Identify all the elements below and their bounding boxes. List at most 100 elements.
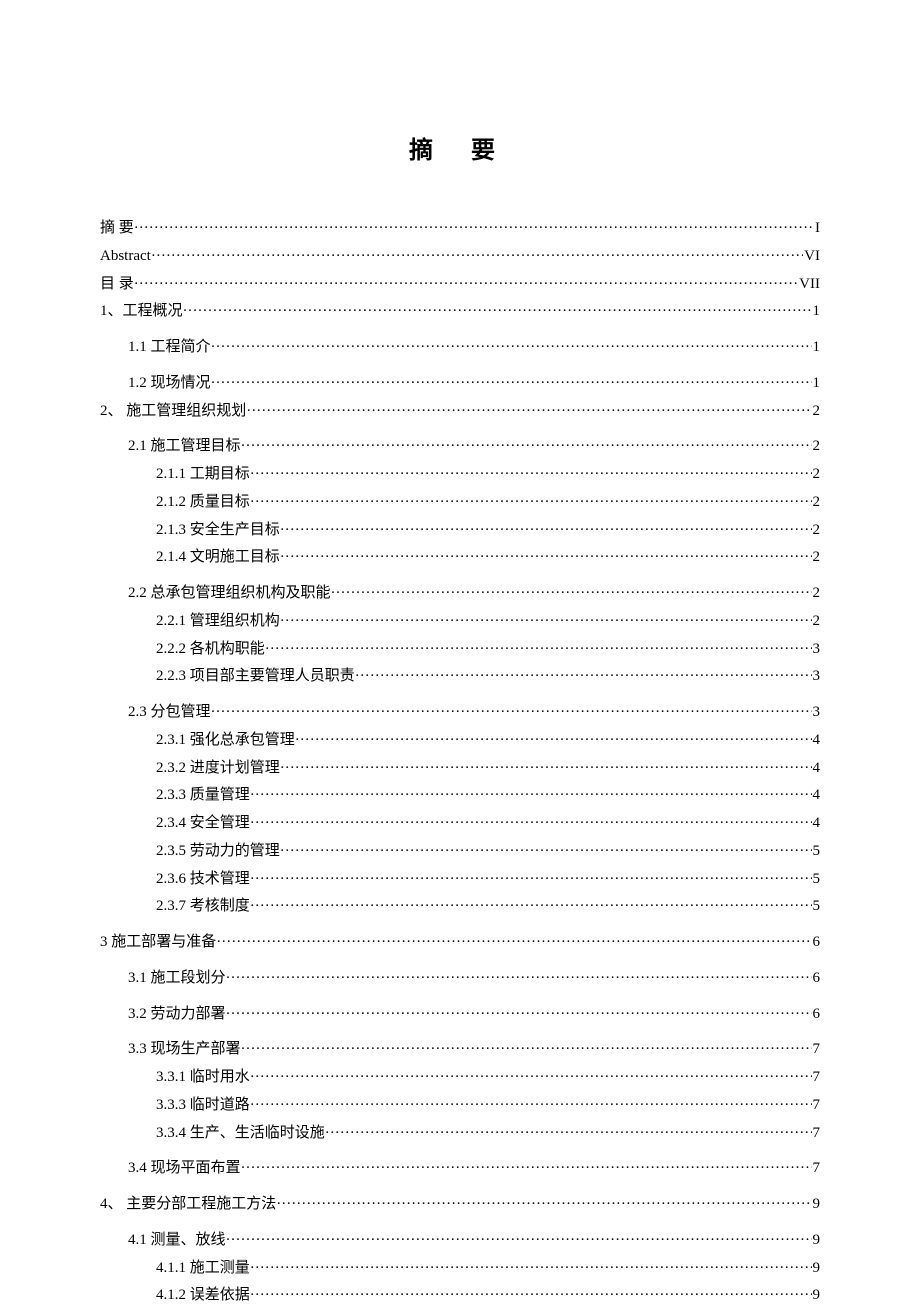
toc-entry: 1.1 工程简介 1 bbox=[100, 334, 820, 362]
toc-entry-label: 3 施工部署与准备 bbox=[100, 929, 216, 957]
toc-entry: 4.1.2 误差依据9 bbox=[100, 1282, 820, 1310]
toc-entry-label: 2、 施工管理组织规划 bbox=[100, 398, 246, 426]
toc-entry: 2、 施工管理组织规划 2 bbox=[100, 398, 820, 426]
toc-entry-page: 4 bbox=[812, 810, 821, 838]
toc-leader-dots bbox=[280, 838, 812, 866]
toc-entry-label: 2.2.1 管理组织机构 bbox=[156, 608, 280, 636]
toc-entry-label: 1.2 现场情况 bbox=[128, 370, 211, 398]
toc-entry-label: 1、工程概况 bbox=[100, 298, 183, 326]
toc-entry-label: 3.1 施工段划分 bbox=[128, 965, 226, 993]
toc-entry-label: 摘 要 bbox=[100, 215, 134, 243]
toc-entry-label: 3.2 劳动力部署 bbox=[128, 1001, 226, 1029]
toc-entry-label: 2.2 总承包管理组织机构及职能 bbox=[128, 580, 331, 608]
toc-entry-label: 3.3.4 生产、生活临时设施 bbox=[156, 1120, 325, 1148]
toc-leader-dots bbox=[226, 965, 812, 993]
toc-leader-dots bbox=[250, 1282, 812, 1310]
toc-entry-page: 7 bbox=[812, 1155, 821, 1183]
toc-entry-page: 9 bbox=[812, 1227, 821, 1255]
toc-leader-dots bbox=[355, 663, 812, 691]
toc-entry: 4、 主要分部工程施工方法 9 bbox=[100, 1191, 820, 1219]
toc-entry-page: 2 bbox=[812, 517, 821, 545]
toc-leader-dots bbox=[331, 580, 812, 608]
toc-leader-dots bbox=[250, 1092, 812, 1120]
toc-leader-dots bbox=[183, 298, 812, 326]
toc-entry-label: 2.3.2 进度计划管理 bbox=[156, 755, 280, 783]
toc-entry-page: 5 bbox=[812, 866, 821, 894]
toc-entry-page: 9 bbox=[812, 1191, 821, 1219]
toc-leader-dots bbox=[246, 398, 811, 426]
toc-entry-page: 6 bbox=[812, 929, 821, 957]
toc-entry-page: 1 bbox=[812, 298, 821, 326]
toc-entry-label: 2.1.3 安全生产目标 bbox=[156, 517, 280, 545]
toc-entry-label: 2.3.5 劳动力的管理 bbox=[156, 838, 280, 866]
toc-leader-dots bbox=[250, 1064, 812, 1092]
toc-entry: 2.1.3 安全生产目标 2 bbox=[100, 517, 820, 545]
toc-entry: 3.1 施工段划分 6 bbox=[100, 965, 820, 993]
toc-leader-dots bbox=[250, 782, 812, 810]
toc-entry-label: 2.3.4 安全管理 bbox=[156, 810, 250, 838]
toc-entry-label: 3.3.1 临时用水 bbox=[156, 1064, 250, 1092]
toc-entry-page: 3 bbox=[812, 663, 821, 691]
toc-entry-page: 2 bbox=[812, 461, 821, 489]
toc-entry-page: 6 bbox=[812, 965, 821, 993]
toc-entry-label: 2.1.4 文明施工目标 bbox=[156, 544, 280, 572]
toc-entry: 1、工程概况 1 bbox=[100, 298, 820, 326]
toc-entry: 4.1 测量、放线9 bbox=[100, 1227, 820, 1255]
toc-leader-dots bbox=[151, 243, 803, 271]
toc-leader-dots bbox=[280, 608, 812, 636]
toc-entry-page: 3 bbox=[812, 699, 821, 727]
page-title: 摘 要 bbox=[100, 130, 820, 165]
toc-entry-page: VII bbox=[798, 271, 820, 299]
toc-entry-page: 2 bbox=[812, 580, 821, 608]
toc-leader-dots bbox=[250, 810, 812, 838]
toc-entry-label: 2.3 分包管理 bbox=[128, 699, 211, 727]
toc-entry-label: 4.1.1 施工测量 bbox=[156, 1255, 250, 1283]
toc-entry-label: 4、 主要分部工程施工方法 bbox=[100, 1191, 276, 1219]
toc-entry-label: 2.2.2 各机构职能 bbox=[156, 636, 265, 664]
toc-leader-dots bbox=[250, 1255, 812, 1283]
toc-entry-label: 1.1 工程简介 bbox=[128, 334, 211, 362]
toc-entry: 3.2 劳动力部署 6 bbox=[100, 1001, 820, 1029]
toc-entry: 2.3.1 强化总承包管理4 bbox=[100, 727, 820, 755]
toc-entry-label: Abstract bbox=[100, 243, 151, 271]
toc-leader-dots bbox=[280, 544, 812, 572]
toc-entry-page: 3 bbox=[812, 636, 821, 664]
toc-entry-page: VI bbox=[803, 243, 820, 271]
toc-leader-dots bbox=[280, 755, 812, 783]
toc-entry: 2.2 总承包管理组织机构及职能 2 bbox=[100, 580, 820, 608]
toc-entry: 2.3.5 劳动力的管理 5 bbox=[100, 838, 820, 866]
toc-entry: 2.3.3 质量管理4 bbox=[100, 782, 820, 810]
toc-entry: 3 施工部署与准备 6 bbox=[100, 929, 820, 957]
toc-leader-dots bbox=[276, 1191, 811, 1219]
toc-entry: 2.2.1 管理组织机构2 bbox=[100, 608, 820, 636]
toc-entry: 3.3.3 临时道路 7 bbox=[100, 1092, 820, 1120]
toc-entry-page: 2 bbox=[812, 489, 821, 517]
toc-leader-dots bbox=[250, 866, 812, 894]
toc-leader-dots bbox=[250, 489, 812, 517]
toc-entry-label: 2.3.6 技术管理 bbox=[156, 866, 250, 894]
toc-entry-page: 7 bbox=[812, 1064, 821, 1092]
toc-entry-page: 7 bbox=[812, 1092, 821, 1120]
toc-entry-page: 2 bbox=[812, 433, 821, 461]
toc-entry: 2.2.2 各机构职能 3 bbox=[100, 636, 820, 664]
toc-entry-page: 5 bbox=[812, 838, 821, 866]
toc-entry: 2.1.2 质量目标 2 bbox=[100, 489, 820, 517]
toc-leader-dots bbox=[211, 370, 812, 398]
toc-entry-label: 2.2.3 项目部主要管理人员职责 bbox=[156, 663, 355, 691]
toc-entry-label: 3.3.3 临时道路 bbox=[156, 1092, 250, 1120]
toc-entry-label: 2.1.1 工期目标 bbox=[156, 461, 250, 489]
toc-entry-page: 1 bbox=[812, 370, 821, 398]
toc-entry: 3.3.1 临时用水 7 bbox=[100, 1064, 820, 1092]
toc-entry-label: 2.1 施工管理目标 bbox=[128, 433, 241, 461]
toc-entry-page: 1 bbox=[812, 334, 821, 362]
toc-entry-page: 4 bbox=[812, 727, 821, 755]
toc-entry-page: 4 bbox=[812, 755, 821, 783]
toc-entry-page: 6 bbox=[812, 1001, 821, 1029]
toc-entry-page: 2 bbox=[812, 398, 821, 426]
toc-entry: 2.3.6 技术管理 5 bbox=[100, 866, 820, 894]
toc-leader-dots bbox=[216, 929, 811, 957]
toc-entry: 目 录VII bbox=[100, 271, 820, 299]
toc-entry-page: 4 bbox=[812, 782, 821, 810]
toc-entry-label: 2.1.2 质量目标 bbox=[156, 489, 250, 517]
toc-entry: Abstract VI bbox=[100, 243, 820, 271]
